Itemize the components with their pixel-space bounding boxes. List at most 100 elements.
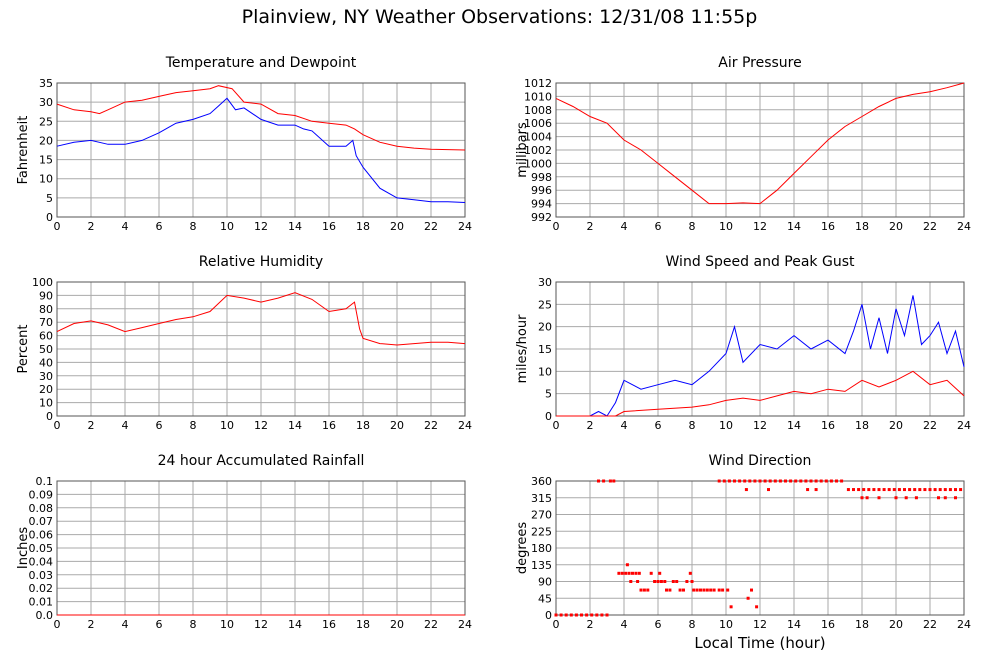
x-tick-label: 18: [855, 618, 869, 631]
data-point: [665, 588, 668, 592]
data-point: [943, 488, 947, 492]
y-tick-label: 40: [39, 356, 53, 369]
chart-title: Relative Humidity: [198, 254, 324, 270]
x-tick-label: 24: [957, 419, 971, 432]
x-tick-label: 16: [821, 618, 835, 631]
series-line-0: [56, 85, 466, 151]
data-point: [688, 571, 692, 575]
data-point: [835, 479, 838, 483]
x-tick-label: 4: [621, 618, 628, 631]
data-point: [865, 496, 869, 500]
y-tick-label: 315: [531, 492, 552, 505]
x-tick-label: 10: [220, 220, 234, 233]
data-point: [695, 588, 699, 592]
x-tick-label: 20: [390, 618, 404, 631]
data-point: [663, 580, 667, 583]
x-tick-label: 8: [190, 419, 197, 432]
chart-title: Wind Speed and Peak Gust: [665, 254, 855, 270]
x-tick-label: 16: [322, 220, 336, 233]
data-point: [913, 488, 917, 492]
x-tick-label: 0: [54, 220, 61, 233]
y-tick-label: 0.02: [29, 582, 54, 595]
y-tick-label: 0.06: [29, 529, 54, 542]
chart-wind-speed: 0 2 4 6 8 10 12 14 16 18 20 22 24051015202530miles/h…: [515, 276, 971, 432]
y-tick-label: 60: [39, 330, 53, 343]
data-point: [862, 488, 866, 492]
data-point: [620, 571, 624, 575]
x-tick-label: 4: [122, 618, 129, 631]
plot-frame: [555, 82, 965, 218]
data-point: [750, 588, 753, 592]
x-tick-label: 14: [288, 220, 302, 233]
y-tick-label: 1004: [524, 131, 552, 144]
data-point: [602, 479, 606, 483]
data-point: [692, 588, 696, 592]
x-tick-label: 0: [553, 618, 560, 631]
chart-wind-direction-panel: Wind Direction 0 2 4 6 8 10 12 14 16 18 20 22 24 0 45 9…: [499, 453, 989, 653]
data-point: [904, 496, 908, 500]
data-point: [903, 488, 906, 492]
data-point: [948, 488, 952, 492]
data-point: [933, 488, 937, 492]
x-tick-label: 16: [322, 419, 336, 432]
y-tick-label: 135: [531, 559, 552, 572]
chart-rainfall-panel: 24 hour Accumulated Rainfall 0 2 4 6 8 10 12 14…: [0, 453, 490, 653]
data-point: [646, 588, 650, 592]
data-point: [743, 479, 747, 483]
x-tick-label: 8: [689, 419, 696, 432]
x-tick-label: 2: [88, 618, 95, 631]
y-tick-label: 20: [39, 134, 53, 147]
data-point: [678, 588, 682, 592]
x-tick-label: 10: [220, 618, 234, 631]
x-tick-label: 10: [719, 618, 733, 631]
y-tick-label: 1006: [524, 117, 552, 130]
y-axis-label: miles/hour: [515, 314, 530, 383]
data-point: [722, 479, 726, 483]
data-point: [814, 479, 818, 483]
x-tick-label: 4: [621, 220, 628, 233]
y-tick-label: 100: [32, 276, 53, 289]
x-tick-label: 12: [254, 419, 268, 432]
chart-title: 24 hour Accumulated Rainfall: [157, 453, 365, 469]
data-point: [690, 580, 694, 583]
y-tick-label: 20: [538, 321, 552, 334]
data-point: [675, 580, 679, 583]
chart-temperature-panel: Temperature and Dewpoint 0 2 4 6 8 10 12 14 16 18…: [0, 55, 490, 255]
plot-frame: [56, 281, 466, 417]
x-tick-label: 6: [156, 419, 163, 432]
data-point: [636, 580, 640, 583]
data-point: [809, 479, 813, 483]
data-point: [717, 479, 721, 483]
y-tick-label: 15: [39, 154, 53, 167]
x-tick-label: 4: [122, 220, 129, 233]
y-tick-label: 992: [531, 211, 552, 224]
data-point: [778, 479, 782, 483]
data-point: [938, 488, 942, 492]
data-point: [744, 488, 748, 492]
x-tick-label: 10: [220, 419, 234, 432]
y-tick-label: 0.07: [29, 515, 54, 528]
data-point: [574, 613, 578, 617]
x-tick-label: 22: [424, 419, 438, 432]
data-point: [846, 488, 850, 492]
chart-pressure-panel: Air Pressure 0 2 4 6 8 10 12 14 16 18 20 22 24 992 994…: [499, 55, 989, 255]
data-point: [768, 479, 772, 483]
data-point: [569, 613, 573, 617]
x-tick-label: 8: [190, 220, 197, 233]
data-point: [755, 605, 759, 609]
x-tick-label: 6: [156, 618, 163, 631]
data-point: [653, 580, 657, 583]
y-tick-label: 10: [39, 397, 53, 410]
y-tick-label: 30: [538, 276, 552, 289]
x-tick-label: 16: [821, 419, 835, 432]
data-point: [637, 571, 641, 575]
data-point: [860, 496, 864, 500]
y-tick-label: 10: [39, 173, 53, 186]
series-line-0: [56, 292, 466, 346]
data-point: [617, 571, 621, 575]
chart-title: Air Pressure: [718, 55, 802, 71]
data-point: [840, 479, 844, 483]
data-point: [597, 479, 600, 483]
data-point: [608, 479, 612, 483]
x-tick-label: 14: [288, 419, 302, 432]
